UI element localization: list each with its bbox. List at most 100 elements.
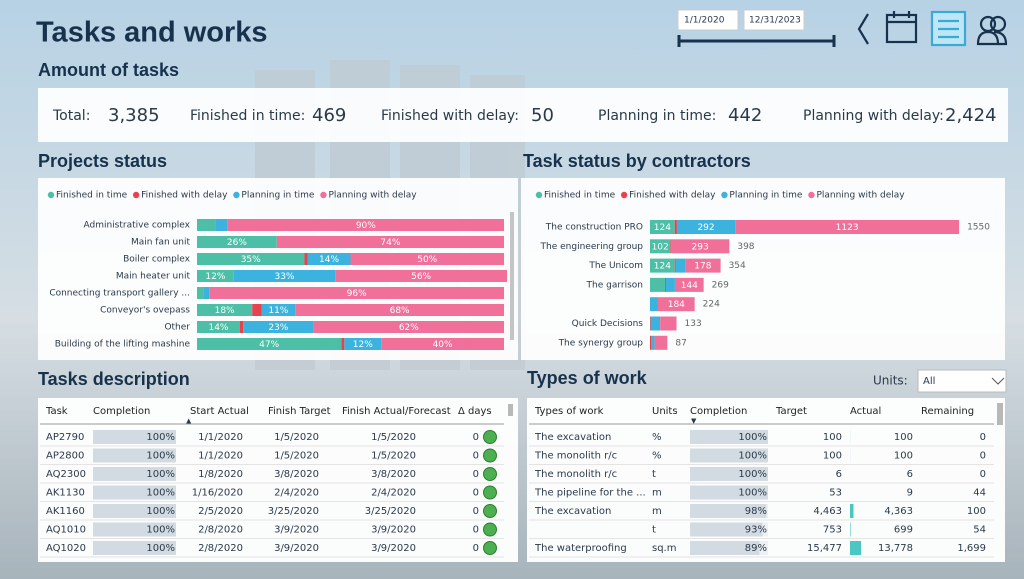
data-label: 14% xyxy=(319,255,339,265)
table-cell: 9 xyxy=(907,488,913,499)
completion-bar xyxy=(690,430,768,444)
scrollbar[interactable] xyxy=(997,403,1003,425)
bar-segment xyxy=(654,335,668,350)
bar-segment xyxy=(261,304,296,316)
bar-segment xyxy=(657,297,695,312)
category-label: The construction PRO xyxy=(545,223,643,233)
bar-segment xyxy=(670,239,730,254)
bar-segment xyxy=(350,253,504,265)
table-cell: 3/9/2020 xyxy=(371,525,416,536)
table-cell: 0 xyxy=(980,451,986,462)
back-icon[interactable] xyxy=(857,13,869,45)
bar-segment xyxy=(650,258,675,273)
column-header: Units xyxy=(652,406,678,417)
table-cell: 1/5/2020 xyxy=(274,432,319,443)
column-header: Task xyxy=(45,406,68,417)
date-to-box[interactable] xyxy=(743,9,805,31)
bar-segment xyxy=(209,287,504,299)
scrollbar[interactable] xyxy=(510,212,514,340)
bar-segment xyxy=(670,239,671,254)
legend-dot xyxy=(47,191,55,199)
table-cell: t xyxy=(652,469,656,480)
bar-segment xyxy=(664,277,666,292)
bar-segment xyxy=(197,304,253,316)
table-cell: 2/4/2020 xyxy=(371,488,416,499)
actual-bar xyxy=(850,504,854,518)
bar-segment xyxy=(650,297,658,312)
status-dot xyxy=(483,467,497,481)
table-cell: 3/25/2020 xyxy=(268,506,319,517)
status-dot xyxy=(483,504,497,518)
table-cell: 98% xyxy=(745,506,767,517)
table-cell: 1/8/2020 xyxy=(198,469,243,480)
table-cell: The monolith r/c xyxy=(534,451,617,462)
scrollbar[interactable] xyxy=(508,404,513,416)
date-from-box[interactable] xyxy=(677,9,739,31)
date-from: 1/1/2020 xyxy=(684,16,725,26)
table-cell: 753 xyxy=(823,525,842,536)
legend-dot xyxy=(233,191,240,199)
column-header: Remaining xyxy=(921,406,974,417)
data-label: 12% xyxy=(353,340,373,350)
bar-segment xyxy=(197,338,342,350)
bar-segment xyxy=(650,220,675,234)
table-cell: AK1130 xyxy=(46,488,85,499)
kpi-label: Finished in time: xyxy=(190,108,305,124)
column-header: Types of work xyxy=(534,406,604,417)
data-label: 124 xyxy=(654,262,671,272)
status-dot xyxy=(483,430,497,444)
column-header: Start Actual xyxy=(190,406,249,417)
table-cell: 89% xyxy=(745,543,767,554)
category-label: Quick Decisions xyxy=(572,319,644,329)
table-cell: 100 xyxy=(894,432,913,443)
bar-segment xyxy=(685,258,721,273)
data-label: 293 xyxy=(692,242,709,252)
legend-label: Planning in time xyxy=(241,191,314,201)
table-cell: AQ1010 xyxy=(46,525,86,536)
units-dropdown[interactable] xyxy=(917,369,1007,393)
completion-bar xyxy=(690,448,768,463)
data-label: 184 xyxy=(668,300,685,310)
legend-dot xyxy=(721,191,728,199)
legend-label: Planning in time xyxy=(729,191,802,201)
kpi-panel xyxy=(38,88,1008,142)
bar-segment xyxy=(243,321,314,333)
table-cell: AQ2300 xyxy=(46,469,86,480)
column-header: Completion xyxy=(690,406,747,417)
filter-icon[interactable] xyxy=(930,10,967,47)
chart-title: Task status by contractors xyxy=(523,151,751,171)
total-label: 133 xyxy=(685,319,702,329)
table-cell: 0 xyxy=(473,543,479,554)
data-label: 74% xyxy=(380,238,400,248)
bar-segment xyxy=(215,219,228,231)
table-cell: m xyxy=(652,488,662,499)
total-label: 1550 xyxy=(967,223,990,233)
column-header: Δ days xyxy=(458,406,492,417)
chart-panel xyxy=(521,178,1005,360)
calendar-icon[interactable] xyxy=(885,11,918,44)
kpi-label: Total: xyxy=(52,108,90,124)
table-cell: 15,477 xyxy=(807,543,842,554)
total-label: 354 xyxy=(729,261,746,271)
table-cell: 100 xyxy=(823,432,842,443)
table-cell: 44 xyxy=(973,488,986,499)
bar-segment xyxy=(381,338,504,350)
legend-dot xyxy=(132,191,140,199)
table-cell: 2/8/2020 xyxy=(198,525,243,536)
bar-segment xyxy=(341,338,345,350)
table-cell: 1/5/2020 xyxy=(371,451,416,462)
date-slider[interactable] xyxy=(677,35,836,47)
completion-bar xyxy=(93,541,176,555)
bar-segment xyxy=(276,236,504,248)
table-cell: 1/5/2020 xyxy=(371,432,416,443)
category-label: Administrative complex xyxy=(83,221,190,231)
legend-dot xyxy=(620,191,628,199)
category-label: Connecting transport gallery ... xyxy=(49,289,190,299)
kpi-label: Planning in time: xyxy=(598,108,716,124)
kpi-value: 2,424 xyxy=(945,105,997,126)
users-icon[interactable] xyxy=(976,15,1008,46)
table-cell: The excavation xyxy=(534,506,611,517)
bar-segment xyxy=(239,321,244,333)
completion-bar xyxy=(93,522,176,537)
legend-dot xyxy=(535,191,543,199)
